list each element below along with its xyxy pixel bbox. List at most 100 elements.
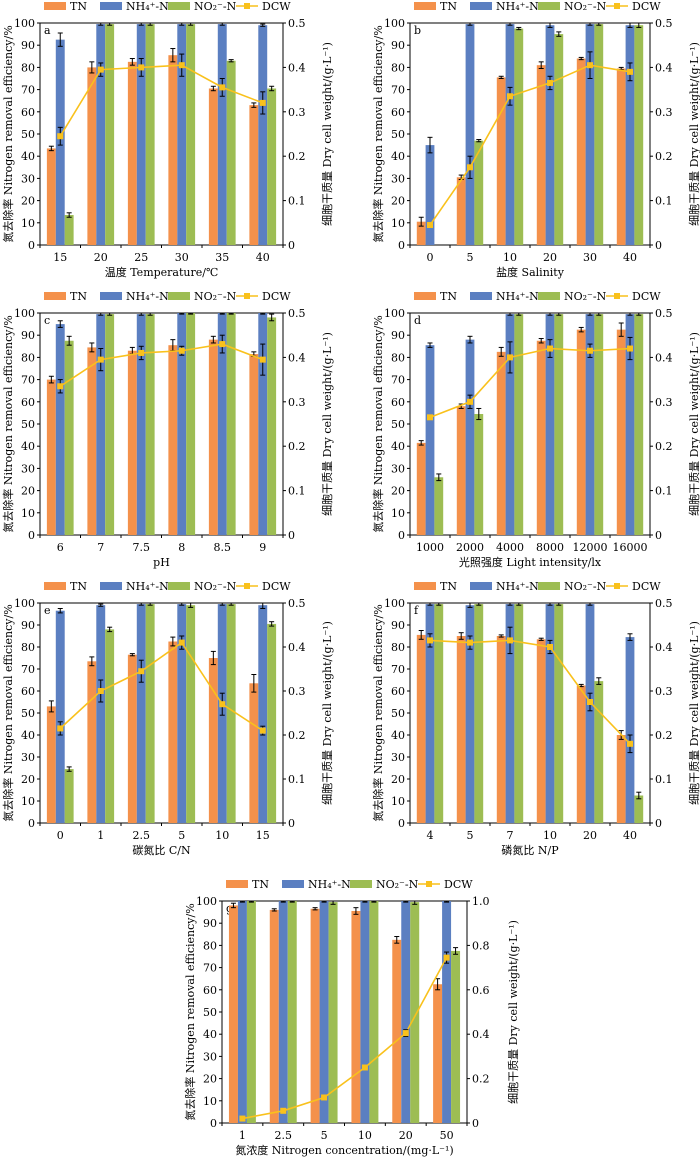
- y-tick-label: 40: [21, 729, 35, 742]
- x-tick-label: 5: [467, 251, 474, 264]
- legend-label-no: NO₂⁻-N: [194, 580, 237, 593]
- y2-tick-label: 0.3: [655, 106, 673, 119]
- y2-tick-label: 0.3: [288, 106, 306, 119]
- dcw-point: [467, 164, 473, 171]
- y-tick-label: 50: [203, 1006, 217, 1019]
- dcw-point: [219, 701, 226, 708]
- bar-no: [186, 605, 196, 823]
- y-tick-label: 90: [21, 329, 35, 342]
- y-tick-label: 100: [384, 597, 405, 610]
- legend-marker-dcw: [244, 583, 250, 589]
- dcw-point: [97, 66, 104, 73]
- legend-swatch-nh: [470, 292, 492, 300]
- y-tick-label: 30: [391, 172, 405, 185]
- dcw-point: [138, 668, 145, 675]
- bar-nh: [401, 901, 411, 1123]
- panel-b: TN NH₄⁺-N NO₂⁻-N DCWb0102030405060708090100…: [371, 0, 700, 279]
- bar-nh: [96, 24, 106, 245]
- legend-label-nh: NH₄⁺-N: [496, 290, 539, 303]
- y-tick-label: 60: [21, 685, 35, 698]
- legend: TN NH₄⁺-N NO₂⁻-N DCW: [44, 580, 291, 593]
- bar-tn: [127, 61, 137, 245]
- bar-tn: [616, 735, 626, 823]
- bar-no: [186, 313, 196, 535]
- plot-frame: [39, 312, 284, 536]
- x-tick-label: 16000: [613, 541, 648, 554]
- bar-tn: [87, 67, 97, 246]
- x-tick-label: 5: [321, 1129, 328, 1142]
- bar-nh: [465, 24, 475, 245]
- x-tick-label: 10: [543, 829, 557, 842]
- dcw-point: [547, 79, 553, 86]
- plot-frame: [409, 312, 651, 536]
- y2-tick-label: 0: [655, 817, 662, 830]
- bar-nh: [177, 313, 187, 535]
- bar-no: [226, 604, 236, 823]
- y-tick-label: 50: [21, 128, 35, 141]
- bar-no: [451, 950, 461, 1123]
- panel-letter: f: [414, 604, 419, 617]
- bar-no: [474, 604, 484, 823]
- legend-label-nh: NH₄⁺-N: [126, 580, 169, 593]
- legend: TN NH₄⁺-N NO₂⁻-N DCW: [44, 0, 291, 13]
- legend-label-no: NO₂⁻-N: [194, 290, 237, 303]
- bar-tn: [168, 55, 178, 245]
- x-tick-label: 5: [178, 829, 185, 842]
- bar-no: [105, 314, 115, 535]
- bar-nh: [319, 901, 329, 1123]
- y2-tick-label: 0.2: [655, 440, 673, 453]
- bar-nh: [217, 24, 227, 245]
- x-tick-label: 5: [467, 829, 474, 842]
- x-tick-label: 7.5: [133, 541, 151, 554]
- y-tick-label: 0: [398, 239, 405, 252]
- y-tick-label: 20: [391, 195, 405, 208]
- y-axis-label: 氮去除率 Nitrogen removal efficiency/%: [1, 25, 15, 242]
- legend-swatch-no: [168, 582, 190, 590]
- bar-tn: [496, 77, 506, 245]
- dcw-point: [627, 345, 633, 352]
- dcw-point: [97, 356, 104, 363]
- bar-tn: [310, 908, 320, 1123]
- dcw-line: [242, 957, 448, 1120]
- bar-no: [594, 24, 604, 245]
- bar-tn: [536, 639, 546, 823]
- dcw-point: [178, 62, 185, 69]
- x-tick-label: 2.5: [275, 1129, 293, 1142]
- legend-swatch-tn: [414, 2, 436, 10]
- y2-tick-label: 0.3: [288, 685, 306, 698]
- y-tick-label: 10: [391, 795, 405, 808]
- dcw-point: [443, 954, 450, 961]
- x-tick-label: 15: [53, 251, 67, 264]
- y2-tick-label: 0: [288, 529, 295, 542]
- bar-tn: [208, 88, 218, 246]
- y-tick-label: 0: [398, 817, 405, 830]
- legend-label-tn: TN: [70, 290, 87, 303]
- y-tick-label: 80: [21, 351, 35, 364]
- dcw-point: [259, 727, 266, 734]
- y-tick-label: 90: [391, 39, 405, 52]
- legend-label-dcw: DCW: [262, 290, 291, 303]
- legend-swatch-no: [538, 2, 560, 10]
- bar-tn: [351, 910, 361, 1123]
- bar-no: [226, 313, 236, 535]
- y-tick-label: 80: [391, 351, 405, 364]
- bar-no: [145, 604, 155, 823]
- y2-tick-label: 0.3: [655, 396, 673, 409]
- bar-no: [145, 24, 155, 245]
- plot-frame: [409, 22, 651, 246]
- bar-nh: [465, 605, 475, 823]
- x-tick-label: 20: [583, 829, 597, 842]
- y-tick-label: 40: [391, 729, 405, 742]
- dcw-point: [97, 688, 104, 694]
- bar-nh: [465, 339, 475, 535]
- legend-label-dcw: DCW: [444, 878, 473, 891]
- dcw-point: [507, 354, 513, 361]
- bar-tn: [249, 354, 259, 535]
- x-tick-label: 4: [427, 829, 434, 842]
- y2-tick-label: 0.1: [288, 773, 306, 786]
- y-tick-label: 0: [28, 239, 35, 252]
- legend-swatch-tn: [44, 292, 66, 300]
- legend-swatch-no: [168, 2, 190, 10]
- x-axis-label: 氮浓度 Nitrogen concentration/(mg·L⁻¹): [235, 1143, 453, 1157]
